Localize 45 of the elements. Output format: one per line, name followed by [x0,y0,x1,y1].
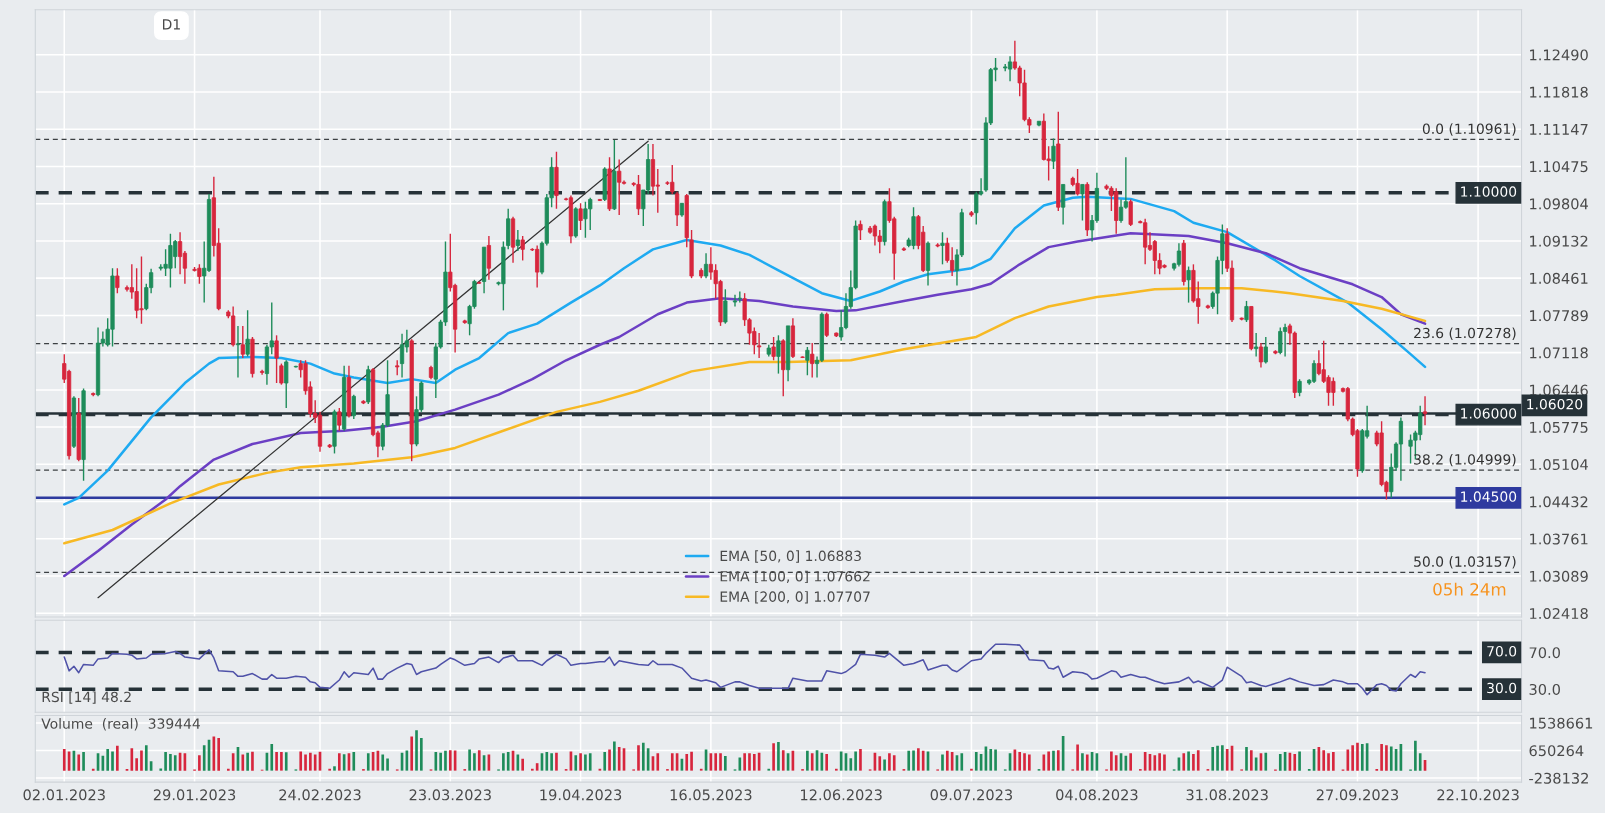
y-tick-label: 1.11147 [1530,124,1588,135]
y-tick-label: 1.03089 [1530,570,1588,582]
annotation: D1 [163,19,180,30]
y-tick-label: 1.03761 [1530,533,1588,545]
x-tick-label: 02.01.2023 [23,789,105,801]
y-tick-label: 1.09804 [1530,198,1588,210]
y-tick-label: 1.08461 [1530,272,1588,284]
annotation: 0.0 (1.10961) [1422,123,1516,136]
y-tick-label: 1.04432 [1530,496,1588,508]
annotation: 23.6 (1.07278) [1414,327,1516,340]
ref-line-label: 1.10000 [1461,186,1517,197]
x-tick-label: 24.02.2023 [279,789,361,801]
legend-label: EMA [200, 0] 1.07707 [720,591,870,604]
y-tick-label: 1.07789 [1530,310,1588,322]
x-tick-label: 12.06.2023 [801,789,882,801]
x-tick-label: 29.01.2023 [153,789,236,801]
y-tick-label: 1.11818 [1530,86,1588,98]
y-tick-label: 1.05775 [1530,421,1588,433]
x-tick-label: 19.04.2023 [540,789,622,801]
x-tick-label: 23.03.2023 [409,789,491,801]
legend-label: EMA [50, 0] 1.06883 [720,550,861,563]
ref-line-label: 1.06000 [1461,408,1517,419]
y-tick-label: 1.10475 [1530,161,1588,173]
x-tick-label: 27.09.2023 [1316,789,1399,801]
annotation: Volume (real) 339444 [41,718,200,731]
x-tick-label: 16.05.2023 [670,789,752,801]
y-tick-label: 1.09132 [1530,235,1588,247]
y-tick-label: 1.02418 [1530,608,1588,620]
y-tick-label: 1538661 [1530,717,1593,729]
y-tick-label: 650264 [1529,745,1584,757]
ref-line-label: 1.06020 [1527,398,1583,410]
annotation: RSI [14] 48.2 [42,691,131,704]
y-tick-label: 1.05104 [1530,459,1588,471]
y-tick-label: 1.07118 [1530,347,1588,359]
annotation: 38.2 (1.04999) [1414,453,1516,467]
x-tick-label: 31.08.2023 [1186,789,1268,801]
x-tick-label: 09.07.2023 [930,789,1013,801]
x-tick-label: 04.08.2023 [1056,789,1138,801]
y-tick-label: -238132 [1529,772,1588,784]
annotation: 05h 24m [1433,582,1506,596]
legend-label: EMA [100, 0] 1.07662 [720,570,870,584]
annotation: 50.0 (1.03157) [1414,556,1516,569]
y-tick-label: 1.12490 [1530,49,1588,61]
ref-line-label: 1.04500 [1461,491,1517,502]
x-tick-label: 22.10.2023 [1437,789,1519,801]
